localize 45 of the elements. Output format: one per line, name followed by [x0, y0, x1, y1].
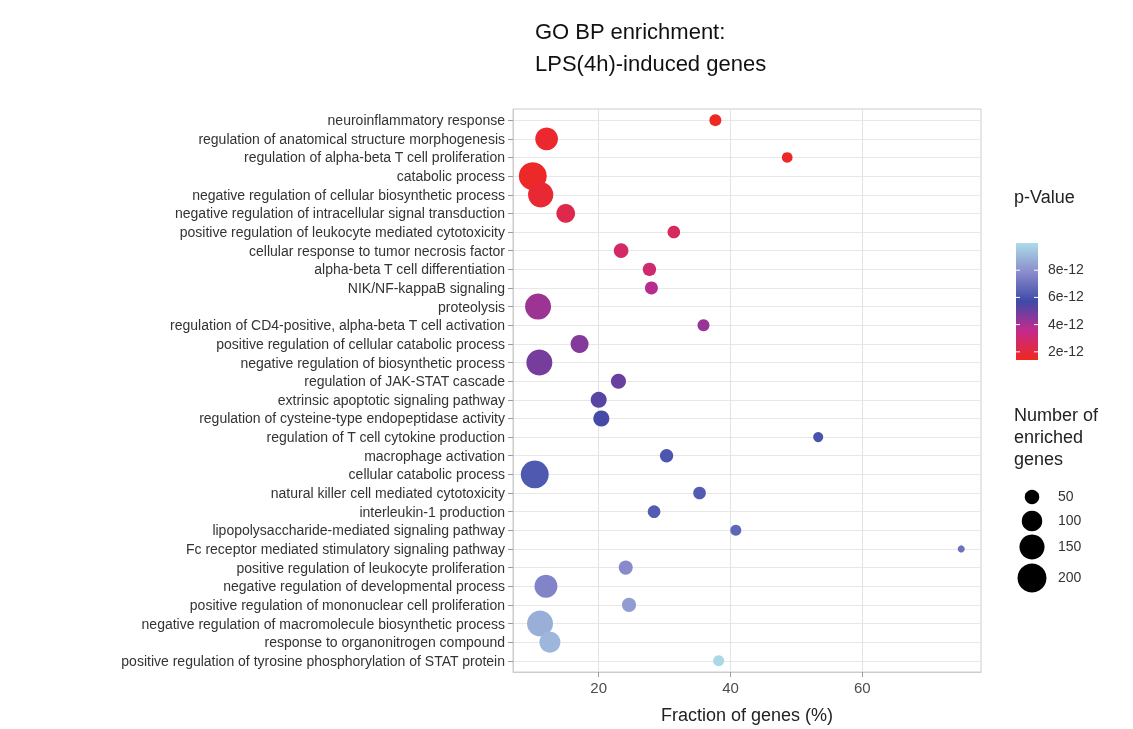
legend-label: 50	[1058, 488, 1074, 504]
y-tick-label: natural killer cell mediated cytotoxicity	[270, 485, 505, 502]
x-tick-label: 40	[722, 679, 739, 696]
y-tick-label: regulation of CD4-positive, alpha-beta T cell activation	[170, 317, 505, 334]
y-tick-label: negative regulation of macromolecule biosynthetic process	[141, 615, 505, 632]
x-tick-label: 60	[854, 679, 871, 696]
y-tick-label: positive regulation of leukocyte proliferation	[236, 559, 505, 576]
y-tick-label: macrophage activation	[364, 447, 505, 464]
x-tick-label: 20	[590, 679, 608, 696]
y-tick-label: neuroinflammatory response	[327, 112, 506, 129]
y-tick-label: regulation of alpha-beta T cell proliferation	[244, 149, 505, 166]
color-bar-title: p-Value	[1014, 187, 1075, 207]
y-tick-label: cellular response to tumor necrosis factor	[249, 242, 506, 259]
y-tick-label: response to organonitrogen compound	[264, 634, 505, 651]
y-tick-label: positive regulation of mononuclear cell proliferation	[189, 596, 505, 613]
x-axis-title: Fraction of genes (%)	[660, 705, 834, 725]
y-tick-label: negative regulation of cellular biosynthetic process	[192, 186, 505, 203]
y-tick-label: regulation of anatomical structure morphogenesis	[198, 130, 505, 147]
y-tick-label: regulation of JAK-STAT cascade	[304, 373, 506, 390]
y-tick-label: catabolic process	[396, 168, 505, 185]
y-tick-label: negative regulation of intracellular signal transduction	[175, 205, 505, 222]
y-tick-label: extrinsic apoptotic signaling pathway	[277, 391, 505, 408]
legend-label: 100	[1058, 512, 1082, 528]
y-tick-label: lipopolysaccharide-mediated signaling pathway	[212, 522, 505, 539]
chart-title: GO BP enrichment: LPS(4h)-induced genes	[535, 18, 767, 76]
y-tick-label: positive regulation of leukocyte mediated cytotoxicity	[179, 224, 505, 241]
color-bar-label: 6e-12	[1048, 288, 1085, 305]
y-tick-label: proteolysis	[438, 298, 505, 315]
legend-label: 150	[1058, 538, 1082, 554]
y-tick-label: cellular catabolic process	[348, 466, 505, 483]
color-bar-label: 8e-12	[1048, 261, 1085, 278]
y-tick-label: Fc receptor mediated stimulatory signaling pathway	[185, 540, 505, 557]
y-tick-label: interleukin-1 production	[359, 503, 505, 520]
color-bar-label: 4e-12	[1048, 315, 1085, 332]
y-tick-label: positive regulation of cellular catabolic process	[216, 335, 505, 352]
y-tick-label: negative regulation of biosynthetic process	[240, 354, 505, 371]
y-tick-label: NIK/NF-kappaB signaling	[347, 279, 505, 296]
y-tick-label: alpha-beta T cell differentiation	[314, 261, 505, 278]
y-tick-label: regulation of T cell cytokine production	[266, 429, 505, 446]
legend-label: 200	[1058, 569, 1082, 585]
y-tick-label: positive regulation of tyrosine phosphorylation of STAT protein	[121, 652, 505, 669]
color-bar-label: 2e-12	[1048, 342, 1085, 359]
y-tick-label: negative regulation of developmental process	[223, 578, 505, 595]
legend-title: Number of enriched genes	[1014, 405, 1104, 469]
y-tick-label: regulation of cysteine-type endopeptidase activity	[199, 410, 505, 427]
